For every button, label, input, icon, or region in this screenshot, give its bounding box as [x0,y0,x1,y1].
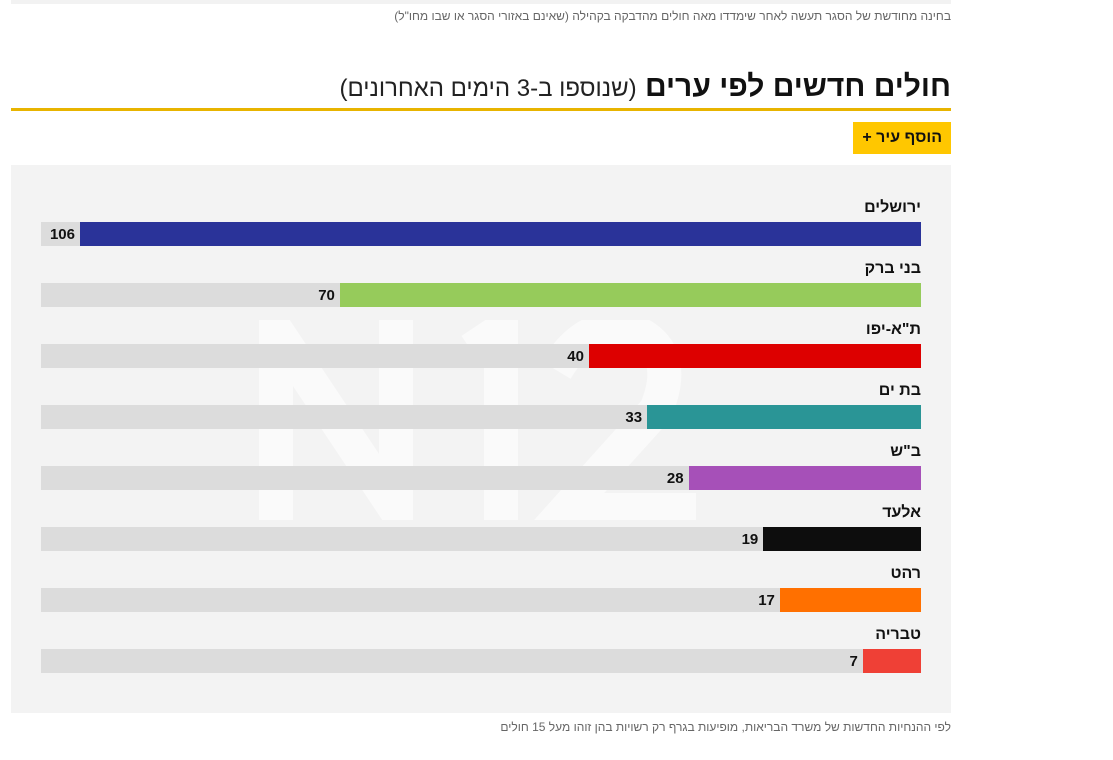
title-subtitle: (שנוספו ב-3 הימים האחרונים) [339,75,637,102]
bar-track: 7 [41,649,921,673]
value-label: 19 [741,531,759,548]
value-label: 70 [318,287,335,304]
bar-row: טבריה 7 [41,626,921,676]
value-label: 106 [49,226,75,243]
value-label: 7 [849,653,858,670]
bar-row: ת"א-יפו 40 [41,321,921,371]
bar-row: אלעד 19 [41,504,921,554]
title-main: חולים חדשים לפי ערים [644,70,951,103]
chart-title: חולים חדשים לפי ערים (שנוספו ב-3 הימים ה… [339,70,951,104]
bar [647,405,921,429]
value-label: 33 [625,409,643,426]
bar-track: 40 [41,344,921,368]
city-label: בת ים [878,382,921,399]
bar [688,466,921,490]
top-divider [11,0,951,4]
city-label: רהט [890,565,921,582]
bar-row: בני ברק 70 [41,260,921,310]
bar-track: 33 [41,405,921,429]
bar-track: 19 [41,527,921,551]
city-label: ב"ש [890,443,921,460]
bar-track: 106 [41,222,921,246]
bar [779,588,921,612]
bottom-note: לפי ההנחיות החדשות של משרד הבריאות, מופי… [500,720,951,734]
bar-track: 17 [41,588,921,612]
bar-row: ירושלים 106 [41,199,921,249]
city-label: בני ברק [864,260,921,277]
chart-panel: ירושלים 106 בני ברק 70 ת"א-יפו 40 בת ים 33 ב"ש 28… [11,165,951,713]
title-underline [11,108,951,111]
city-label: ירושלים [864,199,921,216]
city-label: ת"א-יפו [865,321,921,338]
bar-row: ב"ש 28 [41,443,921,493]
bar-row: רהט 17 [41,565,921,615]
value-label: 28 [666,470,684,487]
bar [763,527,921,551]
city-label: טבריה [875,626,921,643]
bar-row: בת ים 33 [41,382,921,432]
bar [862,649,921,673]
bar [588,344,921,368]
bar-track: 28 [41,466,921,490]
bar [339,283,921,307]
add-city-button[interactable]: הוסף עיר + [853,122,951,154]
value-label: 40 [567,348,584,365]
city-label: אלעד [882,504,921,521]
top-note: בחינה מחודשת של הסגר תעשה לאחר שימדדו מא… [394,9,951,23]
bar-track: 70 [41,283,921,307]
bar [80,222,921,246]
value-label: 17 [758,592,775,609]
